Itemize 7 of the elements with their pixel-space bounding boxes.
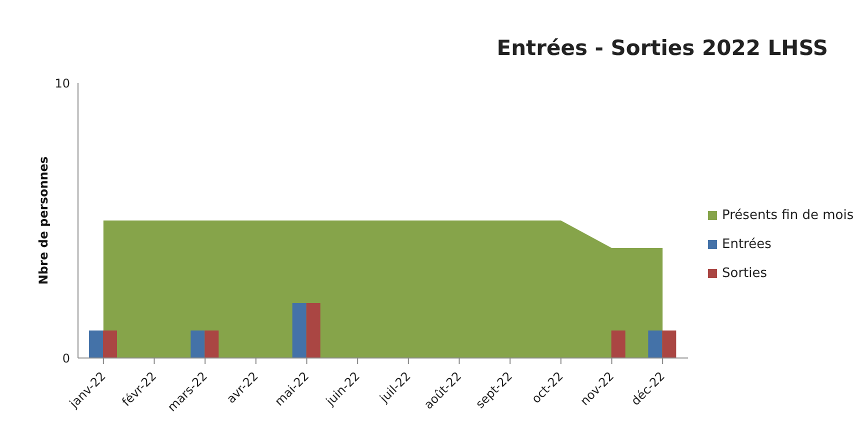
- legend-label: Présents fin de mois: [721, 208, 854, 223]
- legend-label: Sorties: [721, 266, 768, 281]
- legend-label: Entrées: [721, 237, 772, 252]
- chart-title: Entrées - Sorties 2022 LHSS: [496, 36, 828, 60]
- y-tick-label: 0: [62, 351, 70, 366]
- y-axis-title: Nbre de personnes: [36, 156, 50, 285]
- y-tick-label: 10: [54, 76, 70, 90]
